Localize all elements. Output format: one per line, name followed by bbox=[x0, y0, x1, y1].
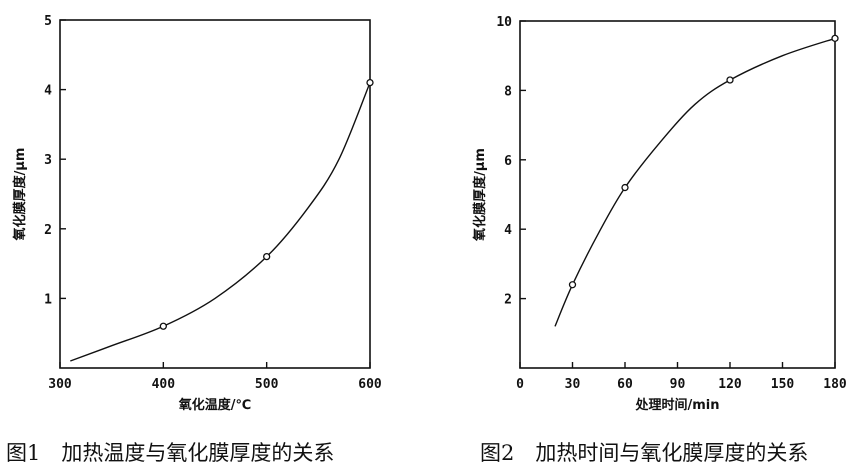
x-tick-label: 180 bbox=[823, 377, 847, 392]
y-tick-label: 5 bbox=[44, 14, 52, 29]
x-axis-label: 处理时间/min bbox=[634, 397, 719, 413]
data-point bbox=[159, 322, 167, 330]
x-axis-label: 氧化温度/℃ bbox=[178, 397, 252, 413]
x-tick-label: 0 bbox=[516, 377, 524, 392]
figure-1-caption: 图1 加热温度与氧化膜厚度的关系 bbox=[6, 441, 334, 465]
x-tick-label: 400 bbox=[152, 377, 176, 392]
figure-2-caption: 图2 加热时间与氧化膜厚度的关系 bbox=[480, 441, 808, 465]
x-tick-label: 150 bbox=[771, 377, 795, 392]
chart-temperature: 300 400 500 600 1 2 3 4 5 氧化温度/℃ 氧化膜厚度/μm bbox=[12, 14, 382, 413]
series-curve bbox=[70, 82, 371, 362]
y-tick-label: 4 bbox=[44, 84, 52, 99]
x-tick-label: 90 bbox=[670, 377, 686, 392]
plot-frame bbox=[59, 19, 371, 369]
data-point bbox=[726, 76, 734, 84]
y-tick-label: 1 bbox=[44, 292, 52, 307]
y-tick-label: 4 bbox=[504, 223, 512, 238]
y-tick-label: 3 bbox=[44, 153, 52, 168]
x-tick-label: 120 bbox=[718, 377, 742, 392]
data-point bbox=[568, 281, 577, 289]
data-point bbox=[621, 183, 629, 192]
x-tick-label: 600 bbox=[358, 377, 382, 392]
x-tick-label: 500 bbox=[255, 377, 279, 392]
y-axis-label: 氧化膜厚度/μm bbox=[12, 148, 28, 242]
data-point bbox=[831, 34, 839, 42]
data-point bbox=[263, 252, 271, 261]
chart-time: 0 30 60 90 120 150 180 2 4 6 8 10 处理时间/min 氧化膜厚度/μm bbox=[472, 15, 847, 413]
y-tick-label: 2 bbox=[44, 223, 52, 238]
x-tick-label: 60 bbox=[617, 377, 633, 392]
y-tick-label: 2 bbox=[504, 293, 512, 308]
y-tick-label: 6 bbox=[504, 154, 512, 169]
y-tick-label: 10 bbox=[496, 15, 512, 30]
data-point bbox=[366, 78, 374, 87]
series-curve bbox=[554, 37, 836, 327]
y-axis-label: 氧化膜厚度/μm bbox=[472, 148, 488, 242]
y-tick-label: 8 bbox=[504, 84, 512, 99]
x-tick-label: 30 bbox=[565, 377, 581, 392]
plot-frame bbox=[519, 20, 836, 369]
x-tick-label: 300 bbox=[48, 377, 72, 392]
